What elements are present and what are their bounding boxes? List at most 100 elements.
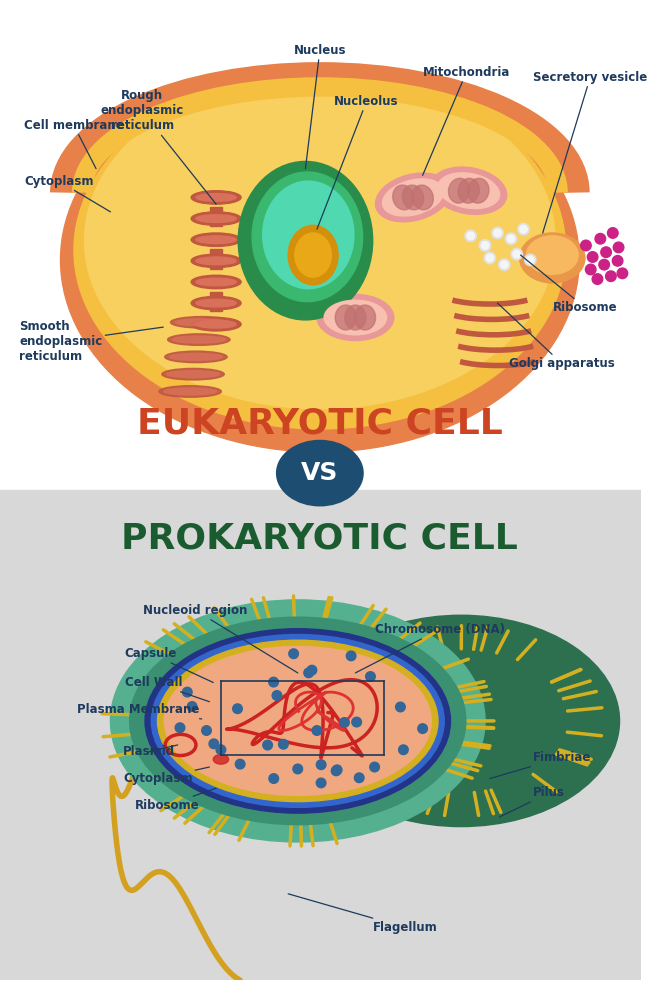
Circle shape — [592, 274, 603, 284]
Ellipse shape — [277, 440, 363, 506]
Text: Cell membrane: Cell membrane — [24, 119, 124, 169]
Ellipse shape — [196, 257, 236, 265]
Circle shape — [272, 691, 281, 700]
Ellipse shape — [252, 172, 363, 302]
Text: Plasma Membrane: Plasma Membrane — [77, 703, 201, 719]
Ellipse shape — [438, 173, 500, 209]
Ellipse shape — [393, 185, 414, 210]
Circle shape — [304, 668, 313, 678]
Ellipse shape — [520, 233, 585, 283]
Circle shape — [588, 252, 598, 262]
Circle shape — [399, 745, 408, 755]
Ellipse shape — [61, 68, 579, 452]
Circle shape — [486, 254, 494, 262]
Text: Nucleolus: Nucleolus — [317, 95, 399, 229]
Ellipse shape — [175, 319, 228, 326]
Ellipse shape — [85, 73, 555, 409]
Text: Plasmid: Plasmid — [123, 745, 177, 758]
Circle shape — [507, 235, 515, 243]
Ellipse shape — [295, 233, 331, 277]
Circle shape — [465, 230, 476, 242]
Ellipse shape — [191, 318, 241, 331]
Circle shape — [595, 233, 606, 244]
Ellipse shape — [402, 185, 424, 210]
Circle shape — [187, 702, 197, 711]
Circle shape — [484, 252, 496, 264]
Text: PROKARYOTIC CELL: PROKARYOTIC CELL — [121, 521, 518, 555]
Circle shape — [332, 765, 342, 775]
Circle shape — [613, 242, 624, 253]
Ellipse shape — [288, 225, 338, 285]
Circle shape — [505, 233, 517, 245]
Ellipse shape — [196, 320, 236, 328]
Circle shape — [175, 723, 185, 733]
Ellipse shape — [162, 368, 224, 380]
Circle shape — [511, 248, 522, 260]
Ellipse shape — [157, 640, 438, 802]
Ellipse shape — [129, 617, 466, 825]
Circle shape — [354, 773, 364, 783]
Circle shape — [581, 240, 591, 251]
Ellipse shape — [376, 173, 451, 222]
Ellipse shape — [164, 646, 432, 795]
Circle shape — [586, 264, 596, 275]
Ellipse shape — [196, 236, 236, 244]
Ellipse shape — [111, 600, 485, 842]
Text: Mitochondria: Mitochondria — [423, 66, 510, 175]
Ellipse shape — [196, 215, 236, 222]
Text: Secretory vesicle: Secretory vesicle — [533, 71, 648, 233]
Circle shape — [352, 717, 362, 727]
Text: Rough
endoplasmic
reticulum: Rough endoplasmic reticulum — [101, 89, 216, 204]
Text: Capsule: Capsule — [125, 647, 213, 682]
Ellipse shape — [303, 615, 620, 827]
Ellipse shape — [213, 755, 229, 764]
Bar — [0, 490, 641, 980]
Ellipse shape — [354, 305, 376, 330]
Circle shape — [269, 774, 279, 783]
Ellipse shape — [448, 178, 470, 203]
Circle shape — [513, 250, 521, 258]
Circle shape — [312, 726, 321, 735]
Ellipse shape — [317, 294, 394, 341]
Circle shape — [316, 760, 326, 770]
Circle shape — [492, 227, 504, 239]
Circle shape — [526, 256, 534, 264]
Circle shape — [293, 764, 303, 774]
Circle shape — [216, 745, 225, 755]
Ellipse shape — [191, 191, 241, 204]
Ellipse shape — [345, 305, 366, 330]
Ellipse shape — [171, 317, 233, 328]
Ellipse shape — [458, 178, 480, 203]
Text: Flagellum: Flagellum — [288, 894, 438, 934]
Circle shape — [601, 247, 612, 257]
Ellipse shape — [263, 181, 354, 289]
Circle shape — [346, 651, 356, 661]
Circle shape — [316, 778, 326, 788]
Circle shape — [612, 256, 623, 266]
Circle shape — [480, 240, 491, 251]
Ellipse shape — [196, 278, 236, 286]
Circle shape — [183, 687, 192, 697]
Ellipse shape — [74, 72, 566, 429]
Circle shape — [467, 232, 474, 240]
Ellipse shape — [172, 336, 225, 343]
Bar — [210, 292, 222, 311]
Ellipse shape — [431, 167, 507, 214]
Text: Pilus: Pilus — [500, 786, 565, 817]
Text: Fimbriae: Fimbriae — [490, 751, 592, 779]
Circle shape — [518, 223, 529, 235]
Text: Cell Wall: Cell Wall — [125, 676, 209, 702]
Circle shape — [481, 242, 489, 249]
Text: Ribosome: Ribosome — [135, 788, 216, 812]
Ellipse shape — [383, 179, 444, 216]
Circle shape — [396, 702, 406, 712]
Text: Ribosome: Ribosome — [521, 255, 618, 314]
Circle shape — [235, 759, 245, 769]
Ellipse shape — [336, 305, 356, 330]
Ellipse shape — [238, 161, 373, 320]
Circle shape — [263, 740, 272, 750]
Circle shape — [289, 649, 298, 659]
Ellipse shape — [412, 185, 434, 210]
Text: Smooth
endoplasmic
reticulum: Smooth endoplasmic reticulum — [19, 320, 163, 363]
Text: Nucleoid region: Nucleoid region — [143, 604, 297, 673]
